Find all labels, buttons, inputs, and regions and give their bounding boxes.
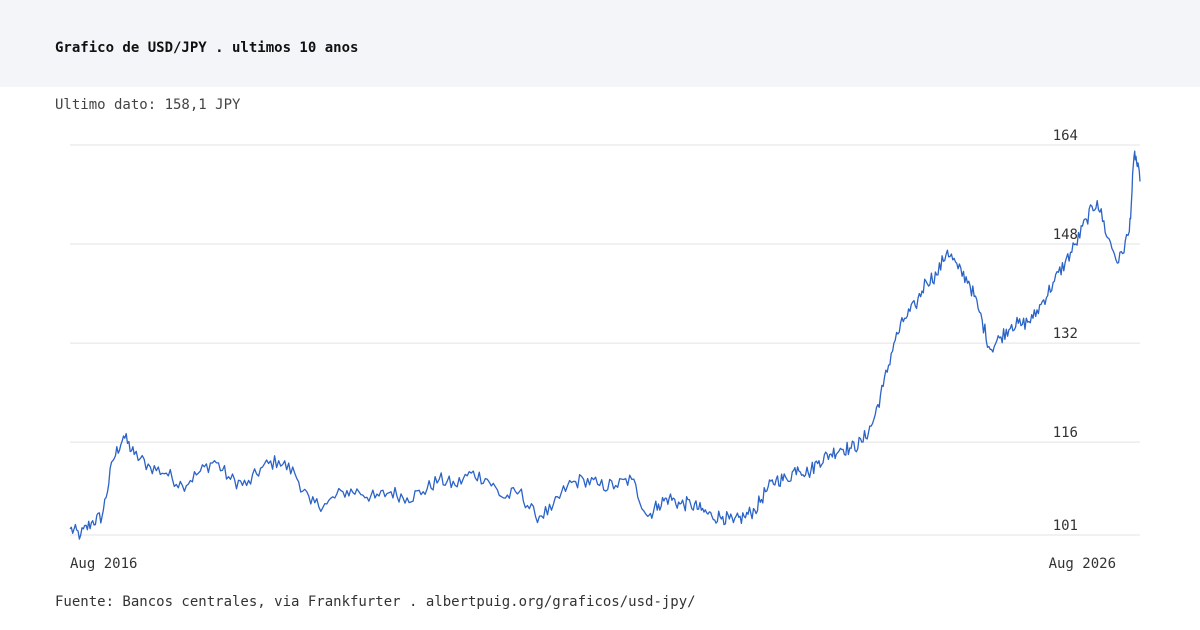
x-tick-label: Aug 2016: [70, 556, 137, 572]
y-tick-labels: 164 148 132 116 101: [1053, 128, 1078, 534]
usd-jpy-series-line: [69, 150, 1141, 540]
chart-title: Grafico de USD/JPY . ultimos 10 anos: [55, 40, 359, 56]
x-tick-label: Aug 2026: [1049, 556, 1116, 572]
header-bar: [0, 0, 1200, 87]
x-tick-labels: Aug 2016 Aug 2026: [70, 556, 1116, 572]
y-tick-label: 148: [1053, 227, 1078, 243]
series-layer: [69, 150, 1141, 540]
y-tick-label: 101: [1053, 518, 1078, 534]
y-tick-label: 132: [1053, 326, 1078, 342]
last-value-text: Ultimo dato: 158,1 JPY: [55, 97, 241, 113]
y-tick-label: 116: [1053, 425, 1078, 441]
y-tick-label: 164: [1053, 128, 1078, 144]
grid-lines: [70, 144, 1140, 536]
source-note: Fuente: Bancos centrales, via Frankfurte…: [55, 594, 696, 610]
